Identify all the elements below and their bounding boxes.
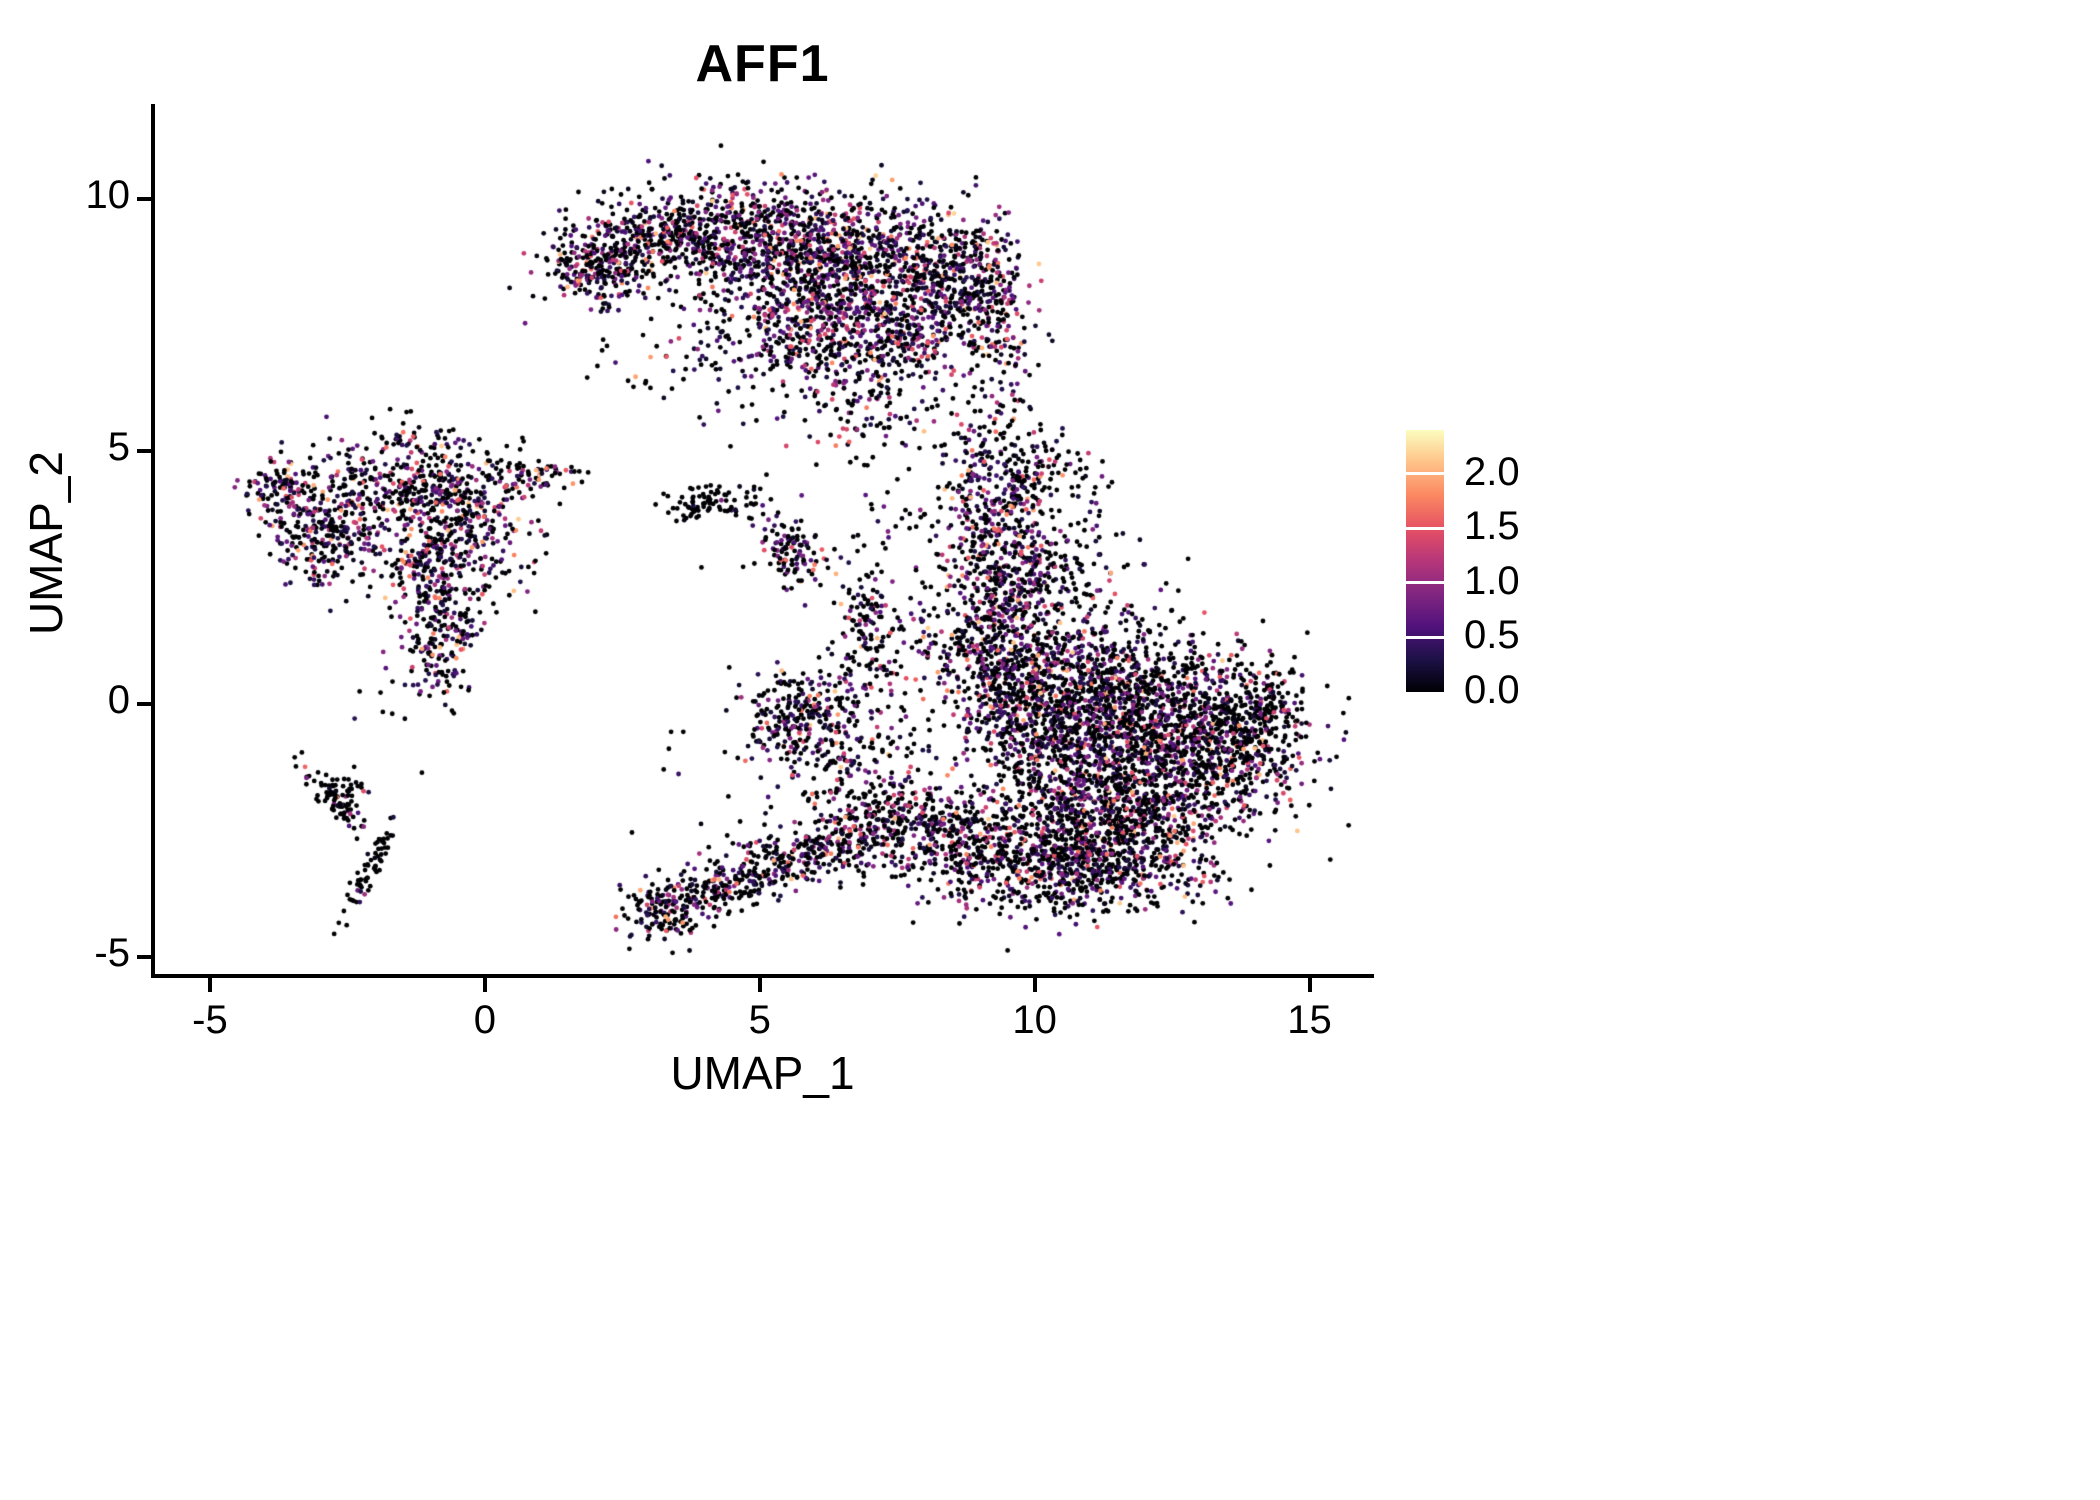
x-tick-label: -5	[192, 998, 228, 1042]
x-tick-label: 10	[1012, 998, 1057, 1042]
x-tick-mark	[1032, 978, 1037, 992]
y-axis-line	[151, 104, 155, 978]
x-tick-mark	[757, 978, 762, 992]
colorbar: 0.0 0.5 1.0 1.5 2.0	[1406, 430, 1666, 712]
colorbar-tick-mark	[1406, 581, 1444, 585]
colorbar-tick-label: 0.5	[1464, 613, 1520, 658]
y-tick-mark	[137, 955, 151, 960]
y-tick-label: 5	[107, 425, 130, 470]
y-tick-label: 10	[85, 172, 131, 217]
x-tick-label: 15	[1287, 998, 1332, 1042]
x-tick-mark	[1307, 978, 1312, 992]
chart-title: AFF1	[695, 35, 830, 93]
colorbar-tick-label: 1.5	[1464, 504, 1520, 549]
x-tick-mark	[482, 978, 487, 992]
colorbar-tick-label: 2.0	[1464, 449, 1520, 494]
x-tick-label: 0	[473, 998, 496, 1042]
colorbar-tick-mark	[1406, 526, 1444, 530]
colorbar-tick-mark	[1406, 635, 1444, 639]
y-tick-mark	[137, 196, 151, 201]
colorbar-tick-label: 0.0	[1464, 668, 1520, 712]
y-tick-mark	[137, 449, 151, 454]
x-axis-line	[151, 974, 1374, 978]
colorbar-tick-mark	[1406, 472, 1444, 476]
y-tick-mark	[137, 702, 151, 707]
x-axis-label: UMAP_1	[670, 1047, 855, 1099]
colorbar-tick-label: 1.0	[1464, 558, 1520, 603]
x-tick-label: 5	[748, 998, 771, 1042]
colorbar-gradient	[1406, 430, 1444, 692]
umap-scatter-canvas	[155, 105, 1370, 975]
x-tick-mark	[207, 978, 212, 992]
y-tick-label: 0	[107, 678, 130, 723]
y-tick-label: -5	[94, 931, 130, 976]
